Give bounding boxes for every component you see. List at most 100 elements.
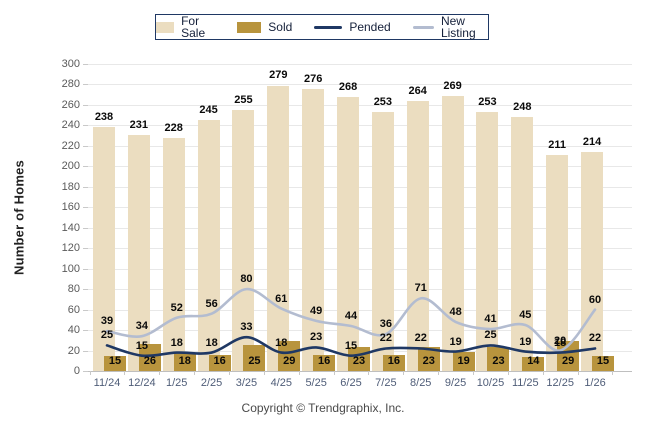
label-new-listing: 20: [554, 334, 567, 347]
label-for-sale: 253: [478, 96, 497, 109]
label-pended: 15: [344, 339, 358, 352]
legend-label: Sold: [268, 20, 293, 34]
plot-area: 0 20 40 60 80 100 120 140 160 180 200 220 240 260 280 3…: [62, 58, 632, 389]
label-sold: 19: [457, 355, 470, 367]
y-tick-label: 80: [67, 283, 80, 296]
bar-sold: [278, 341, 301, 371]
bar-for-sale: [267, 85, 290, 371]
label-pended: 19: [519, 335, 532, 348]
label-for-sale: 214: [582, 136, 602, 148]
label-new-listing: 56: [205, 297, 218, 310]
legend-swatch-for-sale: [156, 21, 175, 33]
bar-sold: [243, 345, 266, 371]
x-tick-label: 10/25: [476, 377, 505, 389]
legend-label: Pended: [349, 20, 391, 34]
label-sold: 15: [108, 355, 122, 367]
y-tick-label: 300: [61, 58, 80, 70]
label-sold: 29: [562, 355, 575, 367]
x-tick-mark: [124, 371, 126, 375]
bar-sold: [382, 354, 405, 371]
gridline: [88, 186, 632, 188]
label-pended: 22: [588, 332, 602, 345]
label-pended: 33: [240, 321, 253, 334]
label-for-sale: 253: [373, 96, 393, 109]
label-sold: 26: [143, 355, 156, 367]
x-tick-mark: [403, 371, 405, 375]
bar-sold: [417, 347, 440, 371]
bar-for-sale: [127, 134, 150, 371]
label-pended: 25: [100, 329, 114, 342]
legend-swatch-new-listing: [412, 25, 434, 29]
y-axis-title: Number of Homes: [11, 160, 27, 275]
y-tick-mark: [83, 350, 88, 352]
gridline: [88, 309, 632, 311]
y-tick-label: 40: [67, 324, 80, 337]
y-tick-mark: [83, 166, 88, 168]
y-tick-label: 180: [61, 180, 80, 193]
x-tick-label: 1/26: [584, 377, 606, 389]
bar-for-sale: [371, 112, 394, 371]
gridline: [88, 145, 632, 147]
bar-for-sale: [337, 96, 360, 371]
gridline: [88, 166, 632, 168]
x-tick-mark: [542, 371, 544, 375]
chart-legend: For Sale Sold Pended New Listing: [155, 14, 489, 40]
y-tick-label: 0: [73, 365, 80, 377]
label-for-sale: 238: [94, 111, 114, 124]
label-for-sale: 269: [443, 79, 462, 92]
x-tick-mark: [368, 371, 370, 375]
y-tick-label: 60: [67, 303, 80, 316]
legend-item-new-listing: New Listing: [412, 15, 488, 39]
x-tick-mark: [577, 371, 579, 375]
x-tick-mark: [298, 371, 300, 375]
label-pended: 18: [554, 336, 567, 349]
x-tick-mark: [438, 371, 440, 375]
y-tick-label: 220: [61, 139, 80, 152]
label-for-sale: 248: [513, 101, 532, 114]
label-pended: 19: [449, 335, 462, 348]
label-new-listing: 36: [379, 318, 392, 331]
label-new-listing: 39: [100, 315, 114, 328]
gridline: [88, 84, 632, 86]
label-sold: 14: [527, 355, 540, 367]
label-new-listing: 44: [344, 309, 358, 322]
y-tick-mark: [83, 330, 88, 332]
x-tick-mark: [333, 371, 335, 375]
label-new-listing: 61: [275, 292, 288, 305]
label-sold: 23: [352, 355, 366, 367]
x-tick-label: 8/25: [410, 377, 432, 389]
x-tick-label: 2/25: [200, 377, 223, 389]
x-tick-label: 5/25: [305, 377, 327, 389]
y-tick-label: 260: [61, 98, 80, 111]
x-tick-label: 9/25: [444, 377, 467, 389]
y-tick-label: 100: [61, 262, 80, 275]
y-tick-mark: [83, 145, 88, 147]
y-tick-mark: [83, 186, 88, 188]
bar-sold: [592, 355, 615, 371]
label-for-sale: 268: [338, 80, 358, 93]
line-new-listing: [105, 287, 597, 352]
label-new-listing: 60: [588, 293, 602, 306]
y-tick-label: 200: [61, 160, 80, 173]
label-new-listing: 71: [414, 282, 427, 295]
label-new-listing: 45: [519, 308, 532, 321]
label-sold: 18: [178, 355, 191, 367]
bar-for-sale: [581, 152, 604, 371]
bar-sold: [487, 347, 510, 371]
x-tick-label: 11/24: [93, 377, 121, 389]
x-tick-mark: [263, 371, 265, 375]
label-for-sale: 264: [408, 84, 427, 97]
bar-for-sale: [441, 95, 464, 371]
label-new-listing: 80: [240, 273, 253, 286]
label-pended: 15: [135, 339, 148, 352]
gridline: [88, 207, 632, 209]
label-for-sale: 211: [548, 139, 567, 152]
x-tick-label: 7/25: [375, 377, 397, 389]
label-for-sale: 228: [164, 121, 183, 134]
label-pended: 25: [484, 329, 497, 342]
label-new-listing: 49: [310, 304, 323, 317]
x-tick-mark: [612, 371, 614, 375]
label-new-listing: 48: [449, 305, 462, 318]
y-tick-mark: [83, 104, 88, 106]
label-pended: 18: [275, 336, 288, 349]
